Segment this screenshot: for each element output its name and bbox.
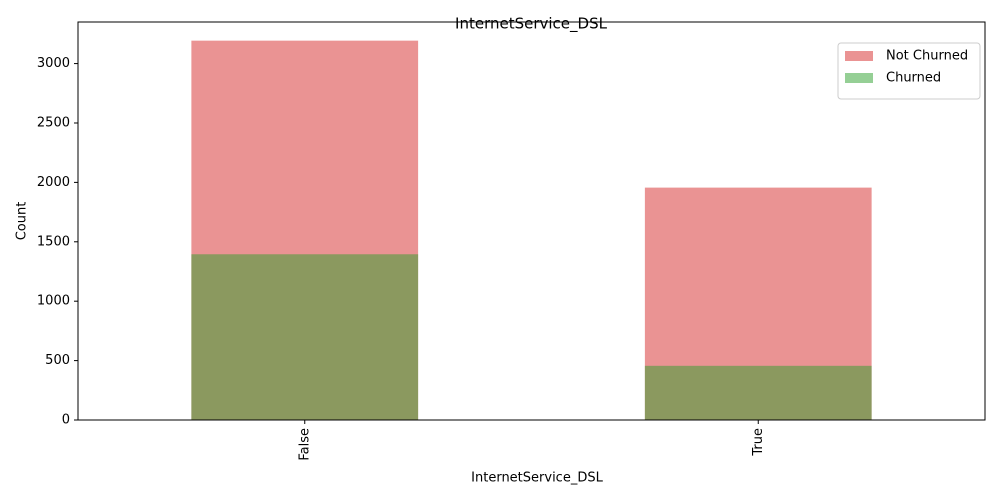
y-tick-label: 1500 bbox=[37, 234, 70, 249]
legend-label: Churned bbox=[886, 71, 941, 86]
x-tick-label: False bbox=[297, 428, 312, 461]
legend-swatch bbox=[845, 73, 873, 83]
y-tick-label: 2000 bbox=[37, 175, 70, 190]
x-tick-label: True bbox=[751, 428, 766, 457]
chart-title: InternetService_DSL bbox=[455, 15, 608, 34]
x-axis-label: InternetService_DSL bbox=[471, 471, 603, 486]
y-tick-label: 500 bbox=[45, 353, 70, 368]
legend-label: Not Churned bbox=[886, 49, 968, 64]
y-tick-label: 1000 bbox=[37, 294, 70, 309]
bar bbox=[191, 254, 419, 420]
plot-frame bbox=[77, 21, 986, 421]
y-tick-label: 2500 bbox=[37, 115, 70, 130]
y-tick-label: 3000 bbox=[37, 56, 70, 71]
y-tick-label: 0 bbox=[62, 413, 70, 428]
y-axis-label: Count bbox=[15, 202, 30, 241]
legend-swatch bbox=[845, 51, 873, 61]
legend-box bbox=[837, 42, 981, 100]
bar bbox=[644, 365, 872, 420]
